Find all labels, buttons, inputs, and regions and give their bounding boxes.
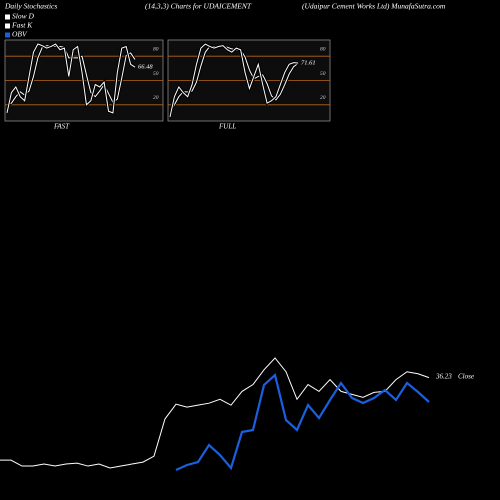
header-left: Daily Stochastics	[4, 2, 57, 11]
y-tick-label: 80	[153, 46, 159, 52]
series-line	[0, 357, 430, 469]
legend-label: Fast K	[11, 21, 33, 30]
legend-swatch	[5, 14, 10, 20]
legend-swatch	[5, 32, 10, 38]
y-tick-label: 50	[320, 71, 326, 77]
y-tick-label: 20	[320, 95, 326, 101]
series-line	[6, 43, 136, 114]
series-line	[169, 43, 299, 118]
legend-label: OBV	[12, 30, 28, 39]
y-tick-label: 80	[320, 46, 326, 52]
series-line	[175, 372, 430, 472]
y-tick-label: 20	[153, 95, 159, 101]
panel-label: FAST	[53, 123, 70, 131]
legend-label: Slow D	[12, 12, 34, 21]
close-label: Close	[458, 372, 474, 380]
last-value-label: 71.61	[301, 59, 316, 66]
legend-swatch	[5, 23, 10, 29]
panel-label: FULL	[218, 123, 236, 131]
last-value-label: 66.48	[138, 64, 153, 71]
y-tick-label: 50	[153, 71, 159, 77]
header-center: (14,3,3) Charts for UDAICEMENT	[145, 2, 252, 11]
header-right: (Udaipur Cement Works Ltd) MunafaSutra.c…	[302, 2, 446, 11]
close-value: 36.23	[435, 372, 452, 380]
